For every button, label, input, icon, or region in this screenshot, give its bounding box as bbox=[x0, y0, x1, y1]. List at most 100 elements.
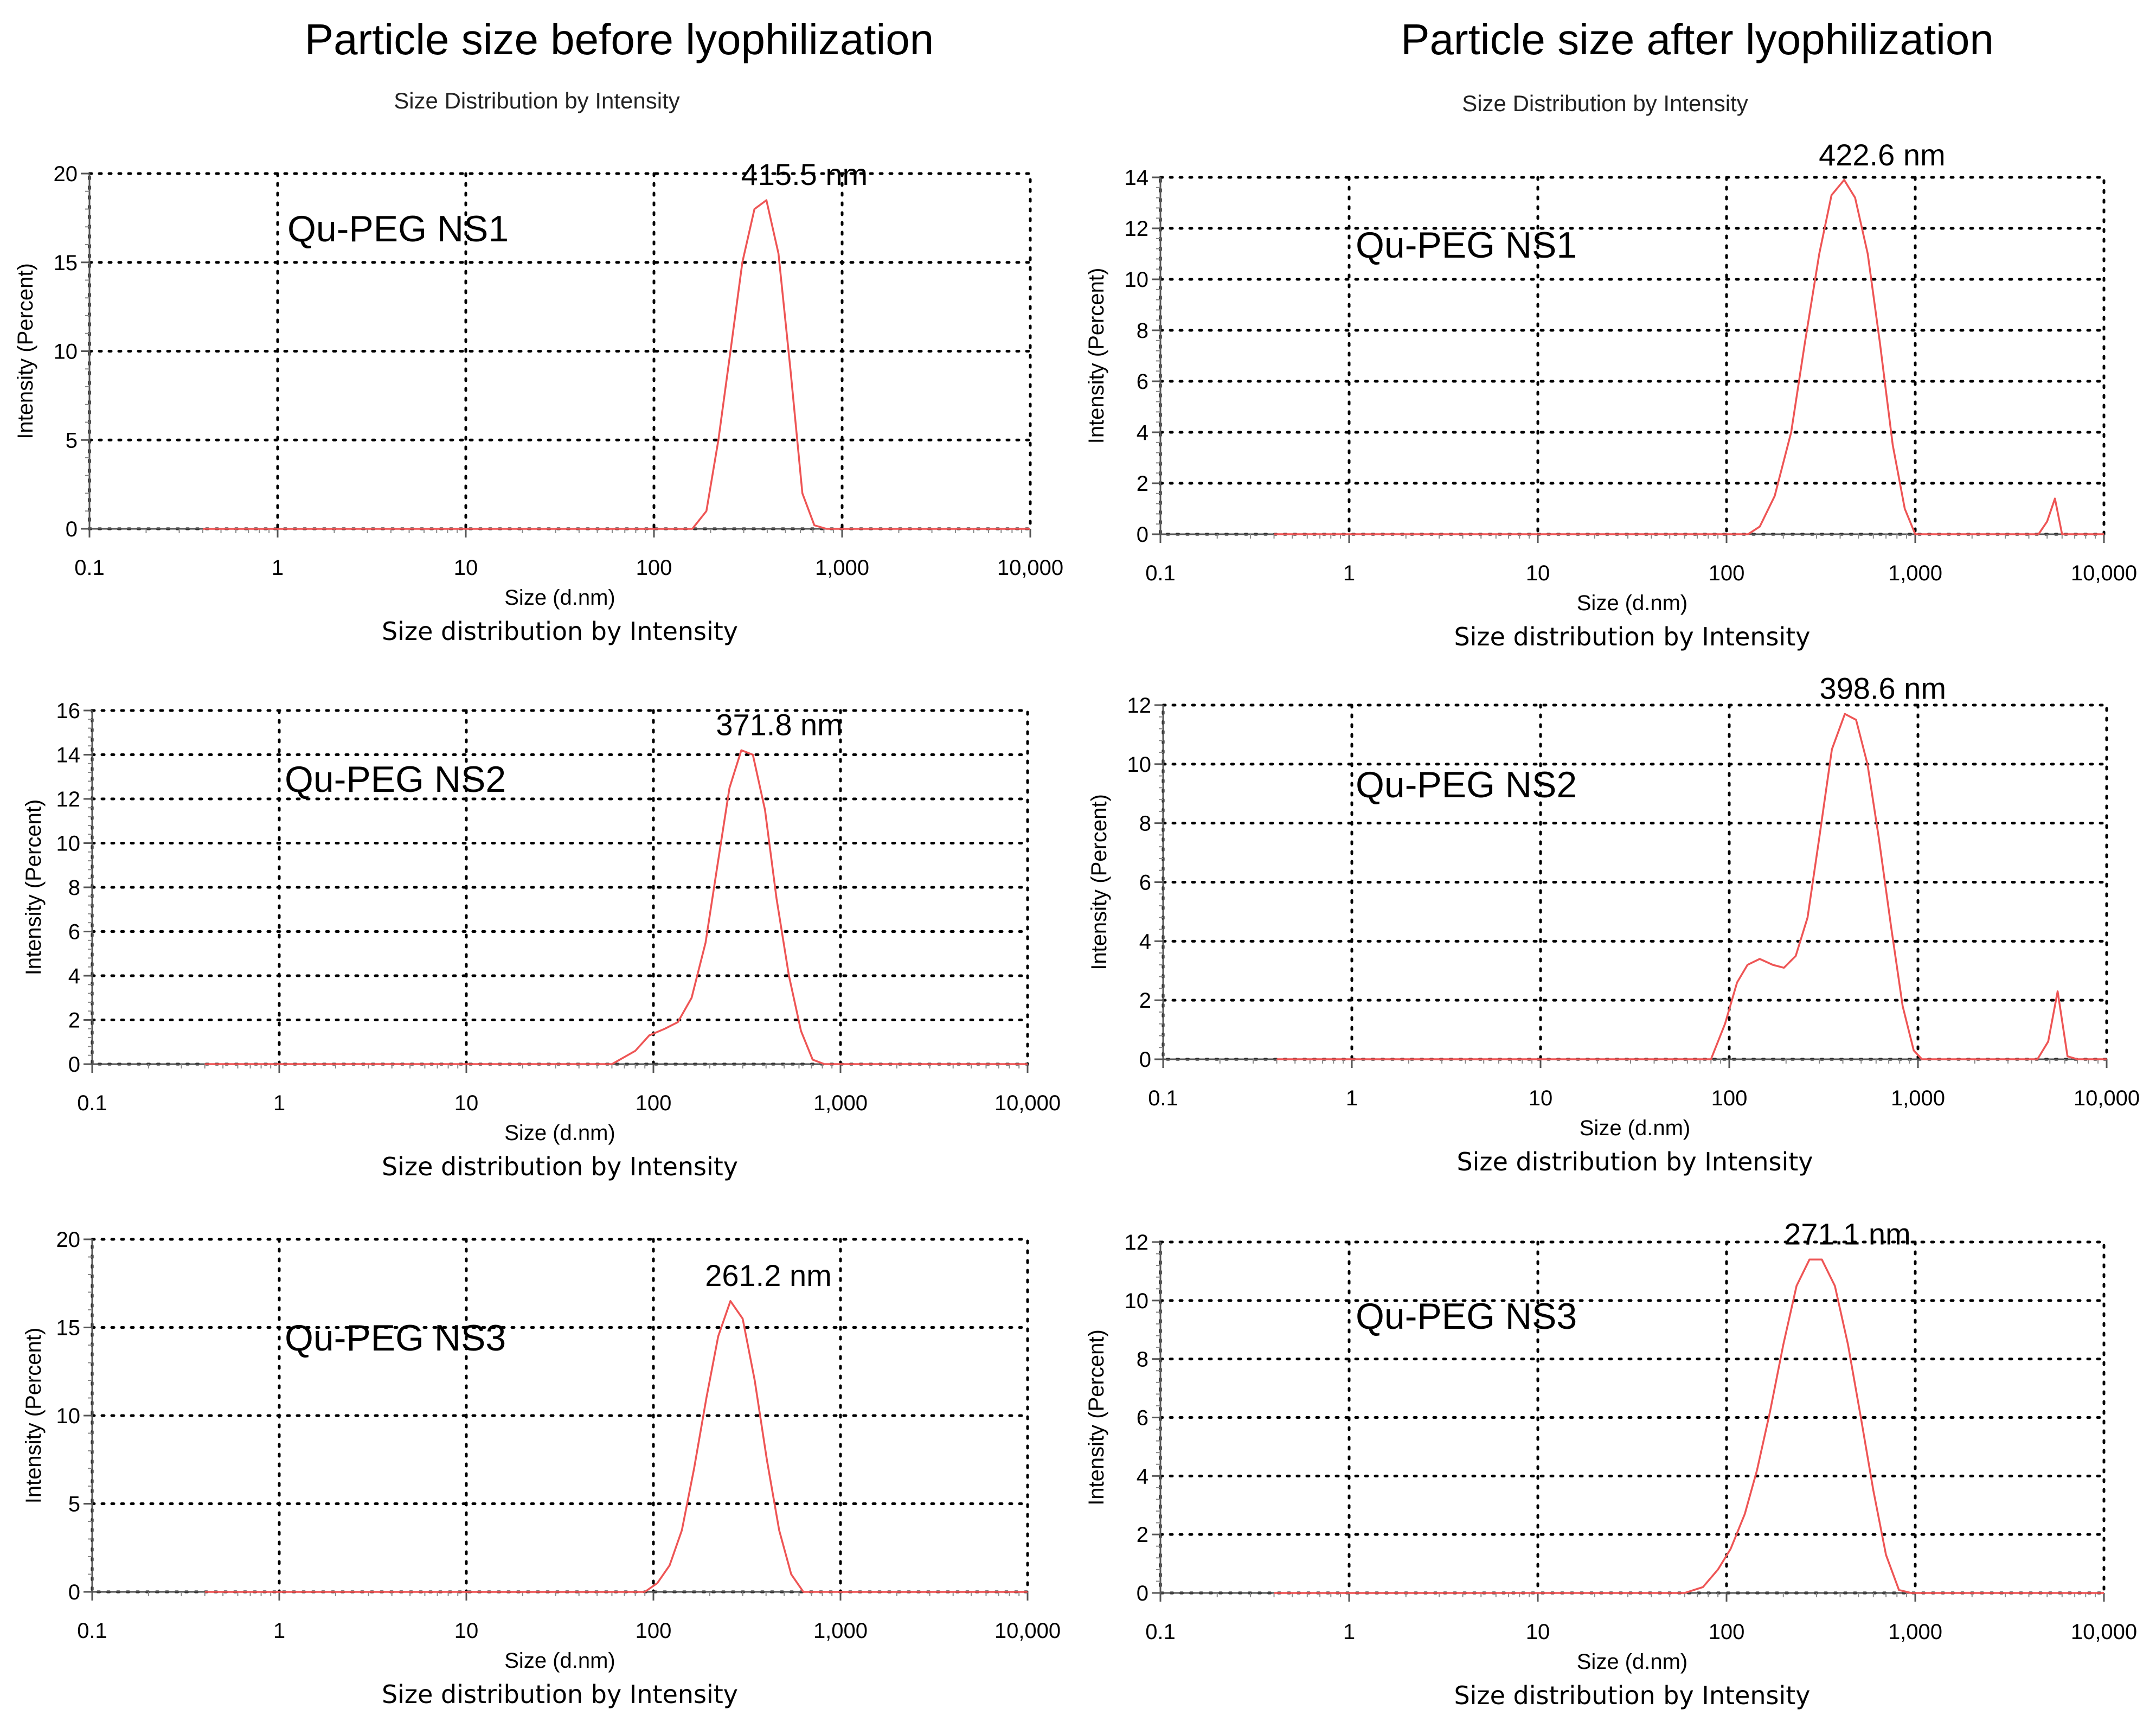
y-tick-label: 16 bbox=[56, 699, 81, 723]
y-tick-label: 6 bbox=[1139, 871, 1151, 895]
x-axis-label: Size (d.nm) bbox=[504, 586, 615, 610]
y-axis-label: Intensity (Percent) bbox=[1087, 794, 1111, 970]
sample-label: Qu-PEG NS3 bbox=[1356, 1296, 1577, 1337]
x-tick-label: 100 bbox=[1709, 1620, 1745, 1644]
y-tick-label: 14 bbox=[1125, 166, 1149, 190]
x-tick-label: 10,000 bbox=[2071, 561, 2137, 585]
y-tick-label: 6 bbox=[1137, 1406, 1148, 1430]
y-tick-label: 6 bbox=[68, 920, 80, 944]
x-tick-label: 10,000 bbox=[2071, 1620, 2137, 1644]
y-tick-label: 8 bbox=[1137, 1348, 1148, 1372]
x-tick-label: 0.1 bbox=[77, 1619, 107, 1643]
panel-caption: Size distribution by Intensity bbox=[1454, 1681, 1810, 1710]
peak-label: 371.8 nm bbox=[716, 707, 843, 741]
y-tick-label: 12 bbox=[1125, 217, 1149, 241]
sample-label: Qu-PEG NS2 bbox=[285, 759, 506, 800]
plot-frame bbox=[1159, 176, 2106, 536]
y-tick-label: 0 bbox=[1137, 1582, 1148, 1605]
panel-after-ns3: 0.1 1 10 100 1,000 10,000 0 2 4 6 8 10 12 Size (d.nm)… bbox=[1085, 1217, 2137, 1710]
x-tick-label: 10 bbox=[1529, 1086, 1553, 1110]
y-tick-label: 5 bbox=[68, 1493, 80, 1516]
y-tick-label: 14 bbox=[56, 744, 81, 767]
peak-label: 415.5 nm bbox=[741, 157, 868, 191]
sample-label: Qu-PEG NS1 bbox=[1356, 225, 1577, 266]
y-tick-label: 5 bbox=[66, 428, 78, 452]
x-tick-label: 1 bbox=[273, 1619, 285, 1643]
x-axis-label: Size (d.nm) bbox=[1577, 591, 1688, 615]
x-tick-label: 100 bbox=[636, 1619, 672, 1643]
series-line bbox=[1274, 1258, 2104, 1594]
y-tick-label: 10 bbox=[1125, 1289, 1149, 1313]
x-tick-label: 1 bbox=[1343, 1620, 1355, 1644]
y-axis-label: Intensity (Percent) bbox=[14, 263, 37, 439]
panel-caption: Size distribution by Intensity bbox=[1454, 622, 1810, 651]
y-tick-label: 10 bbox=[56, 1404, 81, 1428]
heading-after: Particle size after lyophilization bbox=[1401, 15, 1994, 63]
x-tick-label: 10 bbox=[1526, 561, 1550, 585]
y-tick-label: 8 bbox=[1137, 319, 1148, 343]
y-tick-label: 10 bbox=[54, 340, 78, 364]
y-tick-label: 2 bbox=[1139, 989, 1151, 1013]
x-tick-label: 10,000 bbox=[994, 1619, 1061, 1643]
panel-after-ns2: 0.1 1 10 100 1,000 10,000 0 2 4 6 8 10 12 Size (d.nm)… bbox=[1087, 671, 2140, 1176]
x-axis-label: Size (d.nm) bbox=[504, 1121, 615, 1145]
heading-before: Particle size before lyophilization bbox=[305, 15, 934, 63]
x-tick-label: 10 bbox=[454, 1619, 479, 1643]
x-axis-label: Size (d.nm) bbox=[1580, 1116, 1691, 1140]
panel-caption: Size distribution by Intensity bbox=[382, 1680, 738, 1709]
series-line bbox=[202, 199, 1030, 530]
x-tick-label: 10 bbox=[454, 1091, 479, 1115]
x-tick-label: 0.1 bbox=[77, 1091, 107, 1115]
y-tick-label: 4 bbox=[1139, 930, 1151, 953]
y-axis-label: Intensity (Percent) bbox=[22, 799, 46, 976]
x-tick-label: 1,000 bbox=[1891, 1086, 1945, 1110]
x-tick-label: 1 bbox=[1343, 561, 1355, 585]
panel-caption: Size distribution by Intensity bbox=[1456, 1147, 1813, 1176]
x-axis-label: Size (d.nm) bbox=[1577, 1650, 1688, 1674]
x-tick-label: 10,000 bbox=[2074, 1086, 2140, 1110]
series-line bbox=[1276, 713, 2107, 1060]
y-tick-label: 6 bbox=[1137, 370, 1148, 394]
y-tick-label: 8 bbox=[68, 876, 80, 900]
x-tick-label: 1,000 bbox=[813, 1091, 868, 1115]
y-axis-label: Intensity (Percent) bbox=[22, 1328, 46, 1504]
x-tick-label: 1 bbox=[272, 556, 284, 580]
y-tick-label: 15 bbox=[54, 251, 78, 275]
peak-label: 271.1 nm bbox=[1784, 1217, 1911, 1251]
y-tick-label: 4 bbox=[68, 964, 80, 988]
x-tick-label: 100 bbox=[1709, 561, 1745, 585]
x-tick-label: 100 bbox=[1711, 1086, 1748, 1110]
y-tick-label: 10 bbox=[1127, 753, 1152, 777]
y-tick-label: 20 bbox=[54, 162, 78, 186]
sample-label: Qu-PEG NS3 bbox=[285, 1317, 506, 1359]
y-tick-label: 2 bbox=[68, 1009, 80, 1033]
y-axis-label: Intensity (Percent) bbox=[1085, 268, 1108, 444]
panel-before-ns2: 0.1 1 10 100 1,000 10,000 0 2 4 6 8 10 12 14 16 Size (d… bbox=[22, 699, 1061, 1181]
y-tick-label: 12 bbox=[56, 788, 81, 811]
y-tick-label: 12 bbox=[1125, 1231, 1149, 1255]
x-tick-label: 0.1 bbox=[1145, 1620, 1176, 1644]
y-tick-label: 0 bbox=[68, 1053, 80, 1077]
x-tick-label: 10 bbox=[1526, 1620, 1550, 1644]
peak-label: 422.6 nm bbox=[1819, 138, 1946, 172]
panel-subtitle: Size Distribution by Intensity bbox=[394, 88, 680, 113]
x-tick-label: 1,000 bbox=[815, 556, 869, 580]
panel-caption: Size distribution by Intensity bbox=[382, 1152, 738, 1181]
y-tick-label: 0 bbox=[66, 517, 78, 541]
y-tick-label: 4 bbox=[1137, 421, 1148, 445]
x-tick-label: 100 bbox=[636, 556, 672, 580]
x-tick-label: 10,000 bbox=[997, 556, 1063, 580]
x-tick-label: 10,000 bbox=[994, 1091, 1061, 1115]
y-tick-label: 2 bbox=[1137, 472, 1148, 496]
y-tick-label: 15 bbox=[56, 1316, 81, 1340]
peak-label: 261.2 nm bbox=[705, 1258, 832, 1292]
x-axis-label: Size (d.nm) bbox=[504, 1649, 615, 1673]
y-tick-label: 0 bbox=[1137, 523, 1148, 547]
y-tick-label: 2 bbox=[1137, 1523, 1148, 1547]
x-tick-label: 1 bbox=[1346, 1086, 1358, 1110]
y-tick-label: 8 bbox=[1139, 812, 1151, 836]
